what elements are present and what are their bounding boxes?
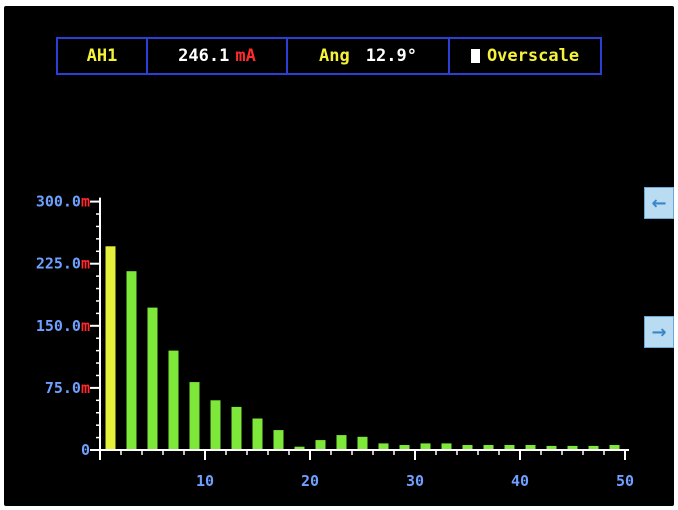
arrow-left-icon: ← xyxy=(651,192,667,214)
bar-harmonic-19 xyxy=(294,446,305,450)
bar-harmonic-35 xyxy=(462,445,473,450)
axes-group xyxy=(90,197,629,460)
bar-harmonic-43 xyxy=(546,445,557,450)
y-tick-label: 75.0m xyxy=(45,379,90,397)
reading-cell: 246.1 mA xyxy=(148,39,288,73)
x-tick-label: 30 xyxy=(406,472,424,490)
bar-harmonic-33 xyxy=(441,443,452,450)
bar-harmonic-45 xyxy=(567,445,578,450)
bar-harmonic-39 xyxy=(504,445,515,450)
angle-label: Ang xyxy=(319,46,350,66)
angle-cell: Ang 12.9° xyxy=(288,39,450,73)
overscale-label: Overscale xyxy=(486,46,580,66)
y-tick-label: 0 xyxy=(81,441,90,459)
bar-harmonic-13 xyxy=(231,406,242,450)
bar-harmonic-29 xyxy=(399,445,410,450)
overscale-marker-icon xyxy=(470,49,480,63)
bar-harmonic-9 xyxy=(189,382,200,450)
bar-harmonic-37 xyxy=(483,445,494,450)
angle-value: 12.9° xyxy=(365,46,417,66)
reading-value: 246.1 xyxy=(178,46,230,66)
bar-harmonic-21 xyxy=(315,440,326,450)
bar-harmonic-47 xyxy=(588,445,599,450)
tick-labels-group: 0 75.0m 150.0m 225.0m 300.0m 10 20 30 40 50 xyxy=(36,193,634,490)
harmonics-chart: 0 75.0m 150.0m 225.0m 300.0m 10 20 30 40 50 xyxy=(36,193,634,490)
overscale-cell: Overscale xyxy=(450,39,600,73)
reading-unit: mA xyxy=(235,46,256,66)
arrow-right-icon: → xyxy=(651,321,667,343)
x-tick-label: 40 xyxy=(511,472,529,490)
bar-harmonic-27 xyxy=(378,443,389,450)
analyzer-screen: AH1 246.1 mA Ang 12.9° Overscale 0 75.0m 1… xyxy=(4,6,674,506)
x-tick-label: 20 xyxy=(301,472,319,490)
bar-harmonic-11 xyxy=(210,400,221,450)
y-tick-label: 225.0m xyxy=(36,255,90,273)
x-tick-label: 50 xyxy=(616,472,634,490)
bar-harmonic-31 xyxy=(420,443,431,450)
bar-harmonic-49 xyxy=(609,445,620,450)
y-tick-label: 150.0m xyxy=(36,317,90,335)
bar-group xyxy=(105,246,620,450)
bar-harmonic-41 xyxy=(525,445,536,450)
channel-cell[interactable]: AH1 xyxy=(58,39,148,73)
bar-harmonic-5 xyxy=(147,307,158,450)
scroll-left-button[interactable]: ← xyxy=(644,187,674,219)
status-bar: AH1 246.1 mA Ang 12.9° Overscale xyxy=(56,37,602,75)
x-tick-label: 10 xyxy=(196,472,214,490)
channel-label: AH1 xyxy=(86,46,118,66)
bar-fundamental xyxy=(105,246,116,450)
bar-harmonic-7 xyxy=(168,350,179,450)
bar-harmonic-15 xyxy=(252,418,263,450)
bar-harmonic-23 xyxy=(336,435,347,450)
bar-harmonic-3 xyxy=(126,271,137,450)
scroll-right-button[interactable]: → xyxy=(644,316,674,348)
y-tick-label: 300.0m xyxy=(36,193,90,211)
bar-harmonic-17 xyxy=(273,430,284,450)
bar-harmonic-25 xyxy=(357,436,368,450)
